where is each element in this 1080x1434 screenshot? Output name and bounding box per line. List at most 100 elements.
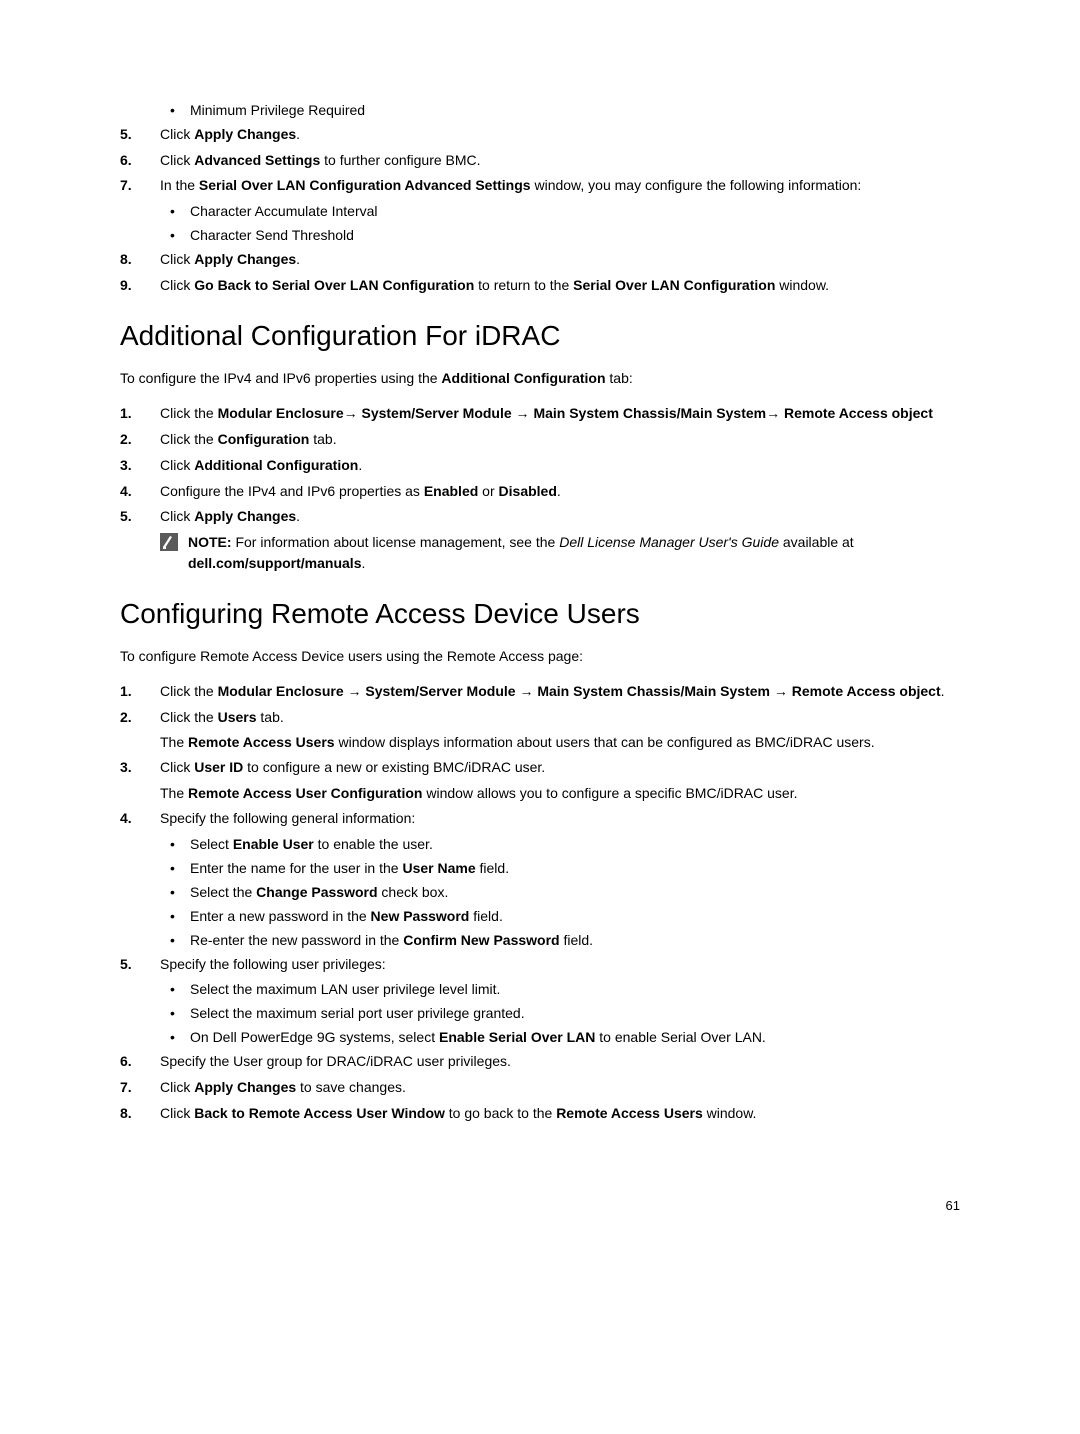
s1-step-5: 5. Click Apply Changes. xyxy=(120,506,960,528)
step-bold: User ID xyxy=(194,759,243,775)
step-bold: Users xyxy=(218,709,257,725)
step-mid: to return to the xyxy=(474,277,573,293)
step-number: 3. xyxy=(120,455,132,477)
step-bold: Apply Changes xyxy=(194,126,296,142)
step-bold: Advanced Settings xyxy=(194,152,320,168)
s2-step-4-bullets: Select Enable User to enable the user. E… xyxy=(120,834,960,951)
heading-configuring-users: Configuring Remote Access Device Users xyxy=(120,598,960,630)
list-item: Select the Change Password check box. xyxy=(120,882,960,903)
step-text: Click the xyxy=(160,431,218,447)
step-text: Click xyxy=(160,251,194,267)
step-number: 8. xyxy=(120,1103,132,1125)
heading-additional-config: Additional Configuration For iDRAC xyxy=(120,320,960,352)
step-text: Click xyxy=(160,126,194,142)
step-text: Configure the IPv4 and IPv6 properties a… xyxy=(160,483,424,499)
list-item: Enter the name for the user in the User … xyxy=(120,858,960,879)
step-bold: Modular Enclosure→ System/Server Module … xyxy=(218,405,933,421)
s2-step-3: 3. Click User ID to configure a new or e… xyxy=(120,757,960,779)
step-number: 1. xyxy=(120,403,132,425)
step-bold: Enabled xyxy=(424,483,478,499)
step-text: Click xyxy=(160,277,194,293)
step-bold: Modular Enclosure → System/Server Module… xyxy=(218,683,941,699)
step-text: Specify the following general informatio… xyxy=(160,810,415,826)
step-number: 9. xyxy=(120,275,132,297)
step-text: Specify the User group for DRAC/iDRAC us… xyxy=(160,1053,511,1069)
s1-step-1: 1. Click the Modular Enclosure→ System/S… xyxy=(120,403,960,425)
step-text: Click the xyxy=(160,405,218,421)
step-text: Click xyxy=(160,1079,194,1095)
list-item: Select the maximum serial port user priv… xyxy=(120,1003,960,1024)
step-text: Specify the following user privileges: xyxy=(160,956,386,972)
intro-text: To configure Remote Access Device users … xyxy=(120,646,960,667)
step-bold: Configuration xyxy=(218,431,310,447)
step-9: 9. Click Go Back to Serial Over LAN Conf… xyxy=(120,275,960,297)
s2-step-7: 7. Click Apply Changes to save changes. xyxy=(120,1077,960,1099)
step-suffix: window, you may configure the following … xyxy=(531,177,862,193)
step-7-bullets: Character Accumulate Interval Character … xyxy=(120,201,960,246)
s2-step-6: 6. Specify the User group for DRAC/iDRAC… xyxy=(120,1051,960,1073)
step-number: 7. xyxy=(120,1077,132,1099)
step-text: Click xyxy=(160,457,194,473)
list-item: On Dell PowerEdge 9G systems, select Ena… xyxy=(120,1027,960,1048)
top-bullets: Minimum Privilege Required xyxy=(120,100,960,121)
list-item: Character Send Threshold xyxy=(120,225,960,246)
step-bold: Additional Configuration xyxy=(194,457,358,473)
list-item: Re-enter the new password in the Confirm… xyxy=(120,930,960,951)
step-number: 2. xyxy=(120,429,132,451)
step-number: 6. xyxy=(120,150,132,172)
step-bold: Apply Changes xyxy=(194,508,296,524)
step-bold2: Remote Access Users xyxy=(556,1105,703,1121)
document-page: Minimum Privilege Required 5. Click Appl… xyxy=(0,0,1080,1168)
step-number: 3. xyxy=(120,757,132,779)
s1-step-4: 4. Configure the IPv4 and IPv6 propertie… xyxy=(120,481,960,503)
step-6: 6. Click Advanced Settings to further co… xyxy=(120,150,960,172)
step-5: 5. Click Apply Changes. xyxy=(120,124,960,146)
list-item: Character Accumulate Interval xyxy=(120,201,960,222)
step-text: In the xyxy=(160,177,199,193)
step-suffix: to save changes. xyxy=(296,1079,406,1095)
step-mid: or xyxy=(478,483,498,499)
step-number: 4. xyxy=(120,481,132,503)
step-bold: Apply Changes xyxy=(194,251,296,267)
page-number: 61 xyxy=(0,1168,1080,1213)
intro-text: To configure the IPv4 and IPv6 propertie… xyxy=(120,368,960,389)
s2-step-4: 4. Specify the following general informa… xyxy=(120,808,960,830)
s1-step-3: 3. Click Additional Configuration. xyxy=(120,455,960,477)
step-number: 5. xyxy=(120,506,132,528)
step-number: 1. xyxy=(120,681,132,703)
s2-step-3-sub: The Remote Access User Configuration win… xyxy=(120,783,960,804)
step-suffix: window. xyxy=(775,277,829,293)
step-text: Click xyxy=(160,759,194,775)
step-suffix: . xyxy=(557,483,561,499)
step-bold: Go Back to Serial Over LAN Configuration xyxy=(194,277,474,293)
step-bold: Back to Remote Access User Window xyxy=(194,1105,445,1121)
s2-step-2: 2. Click the Users tab. xyxy=(120,707,960,729)
step-mid: to go back to the xyxy=(445,1105,556,1121)
step-suffix: to further configure BMC. xyxy=(320,152,480,168)
step-text: Click xyxy=(160,152,194,168)
step-number: 5. xyxy=(120,954,132,976)
step-suffix: tab. xyxy=(257,709,284,725)
step-suffix: . xyxy=(941,683,945,699)
step-8: 8. Click Apply Changes. xyxy=(120,249,960,271)
step-text: Click the xyxy=(160,683,218,699)
step-7: 7. In the Serial Over LAN Configuration … xyxy=(120,175,960,197)
step-text: Click xyxy=(160,1105,194,1121)
list-item: Select the maximum LAN user privilege le… xyxy=(120,979,960,1000)
s2-step-1: 1. Click the Modular Enclosure → System/… xyxy=(120,681,960,703)
s2-step-2-sub: The Remote Access Users window displays … xyxy=(120,732,960,753)
step-number: 2. xyxy=(120,707,132,729)
step-suffix: . xyxy=(296,126,300,142)
list-item: Enter a new password in the New Password… xyxy=(120,906,960,927)
step-number: 7. xyxy=(120,175,132,197)
s2-step-8: 8. Click Back to Remote Access User Wind… xyxy=(120,1103,960,1125)
note-block: NOTE: For information about license mana… xyxy=(120,532,960,574)
step-number: 5. xyxy=(120,124,132,146)
step-suffix: . xyxy=(296,508,300,524)
step-text: Click xyxy=(160,508,194,524)
step-suffix: . xyxy=(358,457,362,473)
step-suffix: . xyxy=(296,251,300,267)
step-bold: Serial Over LAN Configuration Advanced S… xyxy=(199,177,531,193)
note-text: NOTE: For information about license mana… xyxy=(188,532,960,574)
note-icon xyxy=(160,533,178,551)
